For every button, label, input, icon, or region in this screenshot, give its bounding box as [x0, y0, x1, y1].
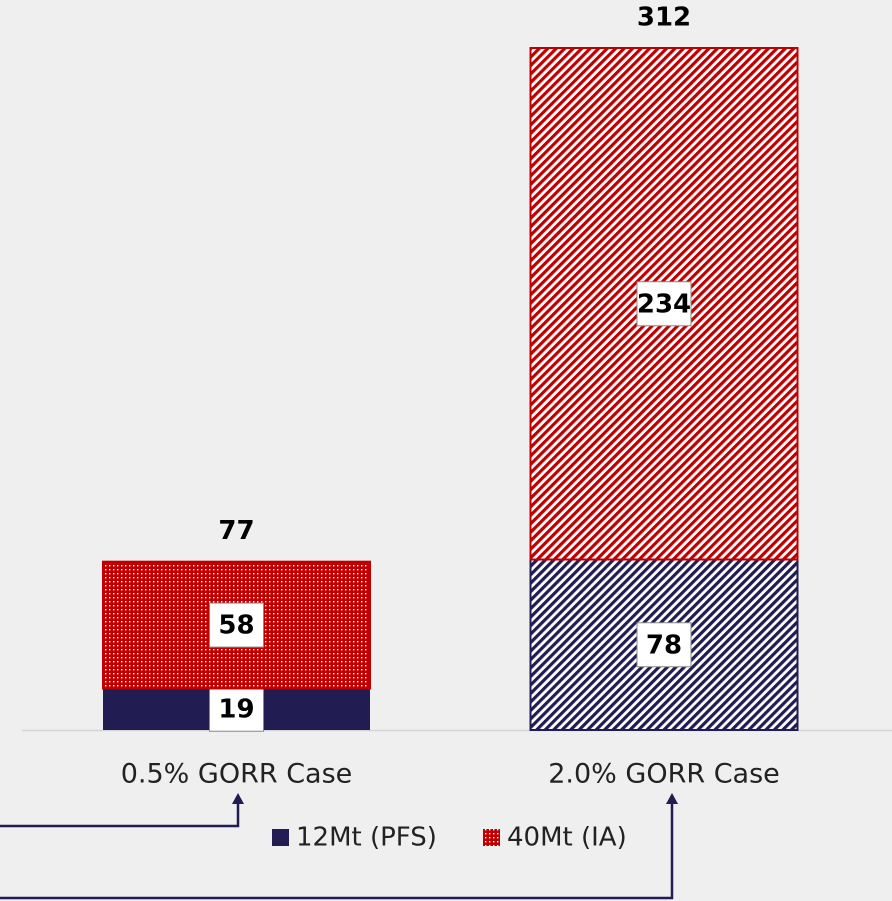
total-label: 77	[218, 516, 254, 546]
arrow-line	[0, 802, 674, 900]
value-label-box	[636, 622, 692, 668]
value-label-box	[209, 602, 264, 648]
legend-label: 40Mt (IA)	[507, 823, 627, 853]
x-tick-label: 2.0% GORR Case	[548, 759, 780, 790]
legend-label: 12Mt (PFS)	[296, 823, 437, 853]
legend-swatch	[272, 829, 289, 846]
total-label: 312	[637, 3, 691, 33]
value-label: 19	[218, 695, 254, 725]
value-label: 58	[218, 611, 254, 641]
arrow-head	[232, 793, 244, 804]
x-tick-label: 0.5% GORR Case	[121, 759, 353, 790]
arrow-head	[666, 793, 678, 804]
value-label-box	[636, 281, 692, 327]
legend-swatch	[483, 829, 500, 846]
value-label: 78	[646, 630, 682, 660]
arrows	[0, 802, 674, 900]
value-label-box	[209, 686, 264, 732]
arrow-line	[0, 802, 240, 828]
value-label: 234	[637, 289, 691, 319]
